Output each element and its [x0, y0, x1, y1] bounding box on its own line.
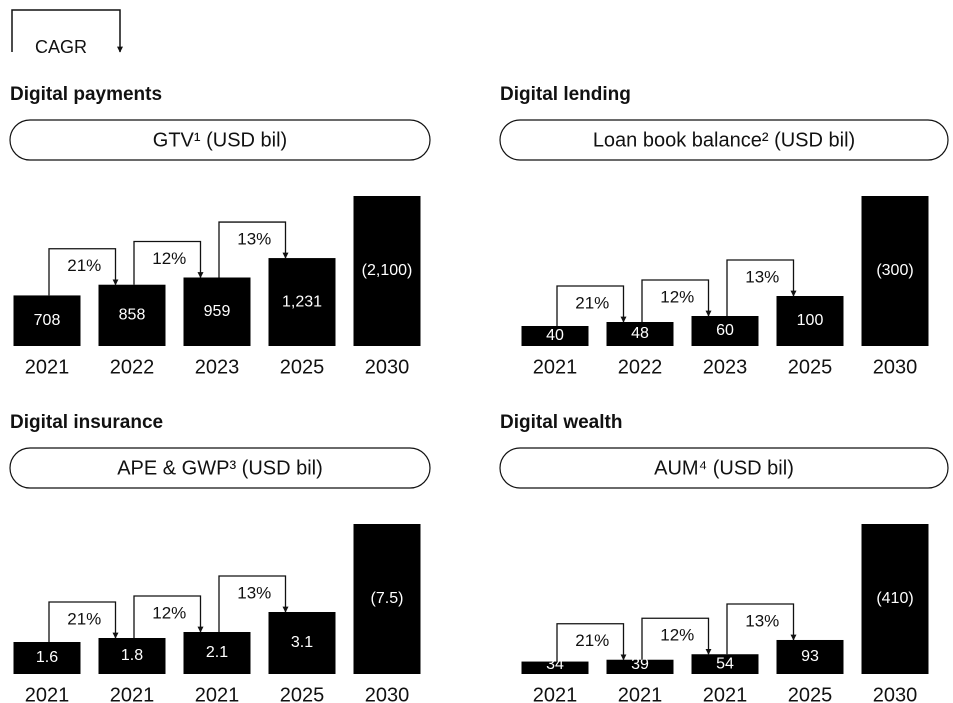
x-tick-label: 2025 [280, 684, 325, 703]
bar-value-label: 1,231 [282, 293, 322, 310]
cagr-bracket [133, 595, 204, 638]
bar-value-label: (410) [876, 590, 913, 607]
cagr-bracket [48, 601, 119, 642]
bar-value-label: 959 [204, 303, 231, 320]
bar [691, 654, 759, 674]
x-tick-label: 2021 [25, 356, 70, 378]
bar-value-label: 34 [546, 656, 564, 673]
x-tick-label: 2021 [195, 684, 240, 703]
x-tick-label: 2023 [195, 356, 240, 378]
bar-value-label: 48 [631, 325, 649, 342]
legend-bracket [11, 9, 123, 53]
bar-value-label: 93 [801, 648, 819, 665]
bar-value-label: 708 [34, 312, 61, 329]
x-tick-label: 2025 [280, 356, 325, 378]
subtitle: AUM⁴ (USD bil) [654, 457, 794, 479]
bar-value-label: 39 [631, 656, 649, 673]
chart-title: Digital payments [10, 84, 162, 105]
cagr-label: 12% [660, 287, 694, 306]
bar-value-label: 60 [716, 322, 734, 339]
x-tick-label: 2030 [365, 684, 410, 703]
x-tick-label: 2021 [703, 684, 748, 703]
x-tick-label: 2021 [533, 684, 578, 703]
cagr-bracket [641, 617, 712, 660]
bar [13, 295, 81, 346]
bar-value-label: (7.5) [371, 590, 404, 607]
subtitle-pill [9, 119, 431, 161]
cagr-bracket [726, 603, 797, 655]
bar [353, 196, 421, 346]
subtitle-pill [9, 447, 431, 489]
bar [183, 277, 251, 346]
x-tick-label: 2022 [618, 356, 663, 378]
cagr-label: 21% [67, 256, 101, 275]
chart-title: Digital wealth [500, 412, 622, 433]
x-tick-label: 2030 [365, 356, 410, 378]
cagr-bracket [726, 259, 797, 316]
x-tick-label: 2030 [873, 356, 918, 378]
chart-title: Digital insurance [10, 412, 163, 433]
cagr-bracket [556, 285, 627, 326]
subtitle-pill [499, 447, 949, 489]
x-tick-label: 2030 [873, 684, 918, 703]
cagr-label: 12% [152, 603, 186, 622]
cagr-label: 13% [745, 611, 779, 630]
bar [521, 326, 589, 346]
subtitle: APE & GWP³ (USD bil) [117, 457, 323, 479]
bar [98, 638, 166, 674]
cagr-bracket [133, 240, 204, 285]
cagr-label: 21% [575, 631, 609, 650]
chart-title: Digital lending [500, 84, 631, 105]
bar [606, 659, 674, 674]
bar [691, 316, 759, 346]
cagr-label: 21% [67, 609, 101, 628]
cagr-label: 13% [237, 583, 271, 602]
bar [183, 632, 251, 674]
x-tick-label: 2025 [788, 356, 833, 378]
cagr-bracket [48, 248, 119, 296]
cagr-bracket [556, 623, 627, 662]
cagr-label: 12% [660, 626, 694, 645]
cagr-bracket [218, 575, 289, 632]
x-tick-label: 2021 [618, 684, 663, 703]
bar-value-label: (300) [876, 262, 913, 279]
bar [861, 196, 929, 346]
bar [521, 661, 589, 674]
bar-value-label: 100 [797, 312, 824, 329]
subtitle: GTV¹ (USD bil) [153, 129, 287, 151]
subtitle: Loan book balance² (USD bil) [593, 129, 855, 151]
bar [268, 612, 336, 674]
bar [98, 284, 166, 346]
bar-value-label: 1.8 [121, 647, 143, 664]
bar-value-label: (2,100) [362, 262, 413, 279]
cagr-label: 13% [237, 230, 271, 249]
bar-value-label: 858 [119, 307, 146, 324]
cagr-label: 12% [152, 249, 186, 268]
x-tick-label: 2021 [110, 684, 155, 703]
x-tick-label: 2021 [25, 684, 70, 703]
cagr-bracket [641, 279, 712, 322]
x-tick-label: 2021 [533, 356, 578, 378]
bar-value-label: 40 [546, 327, 564, 344]
bar-value-label: 54 [716, 655, 734, 672]
bar [776, 639, 844, 674]
bar [268, 258, 336, 346]
bar [606, 322, 674, 346]
subtitle-pill [499, 119, 949, 161]
legend-label: CAGR [35, 37, 87, 57]
bar [776, 296, 844, 346]
bar-value-label: 1.6 [36, 649, 58, 666]
bar [861, 524, 929, 674]
bar [353, 524, 421, 674]
cagr-label: 13% [745, 267, 779, 286]
bar-value-label: 2.1 [206, 644, 228, 661]
x-tick-label: 2023 [703, 356, 748, 378]
cagr-label: 21% [575, 293, 609, 312]
x-tick-label: 2025 [788, 684, 833, 703]
bar [13, 642, 81, 674]
x-tick-label: 2022 [110, 356, 155, 378]
bar-value-label: 3.1 [291, 634, 313, 651]
cagr-bracket [218, 221, 289, 278]
